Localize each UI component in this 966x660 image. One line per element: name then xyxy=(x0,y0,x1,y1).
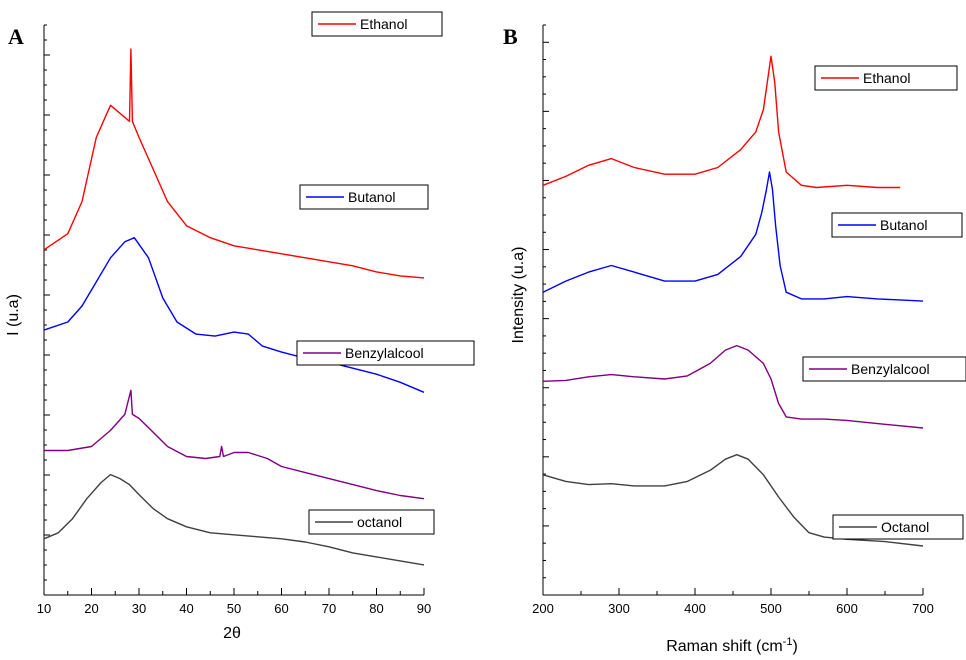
panel-b-x-axis-title-suffix: ) xyxy=(792,638,797,655)
panel-b-series-butanol xyxy=(542,171,924,302)
panel-a-label: A xyxy=(8,24,24,49)
panel-a-x-tick-label: 60 xyxy=(274,601,288,616)
panel-a-x-tick-label: 80 xyxy=(369,601,383,616)
panel-b-series-ethanol xyxy=(542,55,901,189)
panel-b-legends: Ethanol Butanol Benzylalcool Octanol xyxy=(802,65,966,540)
panel-b-legend-butanol: Butanol xyxy=(831,212,963,238)
panel-b-x-tick-label: 700 xyxy=(912,601,934,616)
panel-a-legend-ethanol: Ethanol xyxy=(311,11,443,37)
panel-a-xrd-chart: A I (u.a) 2θ 10 20 30 40 50 60 70 80 90 Ethanol B… xyxy=(5,11,475,642)
legend-label: Octanol xyxy=(881,519,929,535)
panel-b-legend-benzylalcool: Benzylalcool xyxy=(802,356,966,382)
panel-a-x-tick-label: 30 xyxy=(132,601,146,616)
panel-b-x-tick-label: 600 xyxy=(836,601,858,616)
panel-b-legend-octanol: Octanol xyxy=(832,514,964,540)
panel-a-series-octanol xyxy=(43,473,425,566)
panel-a-x-axis-title: 2θ xyxy=(223,625,241,642)
panel-b-axes: 200 300 400 500 600 700 xyxy=(532,24,934,616)
panel-a-series-butanol xyxy=(43,236,425,393)
panel-a-series-ethanol xyxy=(43,48,425,279)
panel-a-axes: 10 20 30 40 50 60 70 80 90 xyxy=(37,24,431,616)
legend-label: Butanol xyxy=(880,217,927,233)
panel-b-x-tick-label: 500 xyxy=(760,601,782,616)
panel-b-raman-chart: B Intensity (u.a) Raman shift (cm-1) 200… xyxy=(503,24,966,655)
panel-b-series-benzylalcool xyxy=(542,344,924,429)
panel-b-x-axis-title: Raman shift (cm-1) xyxy=(666,636,798,655)
panel-a-x-tick-label: 50 xyxy=(227,601,241,616)
panel-b-x-tick-label: 300 xyxy=(608,601,630,616)
legend-label: Ethanol xyxy=(360,16,407,32)
panel-a-x-tick-label: 40 xyxy=(179,601,193,616)
panel-a-legend-butanol: Butanol xyxy=(299,184,429,210)
panel-a-series xyxy=(43,48,425,566)
panel-a-x-tick-label: 70 xyxy=(322,601,336,616)
panel-a-y-axis-title: I (u.a) xyxy=(5,294,22,336)
panel-a-legend-octanol: octanol xyxy=(308,509,435,535)
panel-a-x-tick-label: 20 xyxy=(84,601,98,616)
panel-b-x-axis-title-exponent: -1 xyxy=(783,636,793,648)
panel-b-series-octanol xyxy=(542,454,924,547)
panel-a-legend-benzylalcool: Benzylalcool xyxy=(296,340,475,366)
legend-label: Benzylalcool xyxy=(345,345,424,361)
panel-a-x-tick-label: 10 xyxy=(37,601,51,616)
legend-label: Butanol xyxy=(348,189,395,205)
legend-label: Ethanol xyxy=(863,70,910,86)
panel-a-series-benzylalcool xyxy=(44,389,425,500)
panel-b-series xyxy=(542,55,924,547)
panel-b-y-axis-title: Intensity (u.a) xyxy=(510,247,527,344)
legend-label: octanol xyxy=(357,514,402,530)
legend-label: Benzylalcool xyxy=(851,361,930,377)
panel-b-x-tick-label: 400 xyxy=(684,601,706,616)
legend-box xyxy=(296,340,475,366)
panel-a-x-tick-label: 90 xyxy=(417,601,431,616)
panel-b-label: B xyxy=(503,24,518,49)
panel-a-legends: Ethanol Butanol Benzylalcool octanol xyxy=(296,11,475,535)
panel-b-x-tick-label: 200 xyxy=(532,601,554,616)
panel-b-x-axis-title-main: Raman shift (cm xyxy=(666,638,782,655)
panel-b-legend-ethanol: Ethanol xyxy=(814,65,958,91)
